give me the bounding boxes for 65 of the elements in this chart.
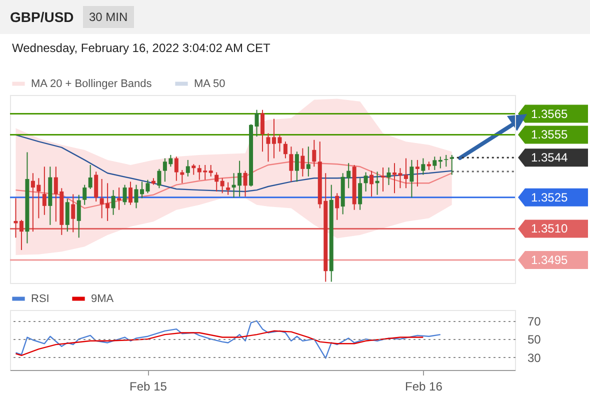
candlestick bbox=[186, 159, 190, 177]
candlestick bbox=[180, 169, 184, 184]
candlestick bbox=[335, 192, 340, 220]
y-tick-label: 70 bbox=[528, 314, 542, 328]
candlestick bbox=[157, 168, 162, 189]
candlestick bbox=[358, 178, 362, 210]
candlestick bbox=[65, 198, 70, 232]
candlestick bbox=[220, 178, 224, 194]
candlestick bbox=[82, 184, 87, 206]
candlestick bbox=[300, 148, 305, 177]
candlestick bbox=[128, 181, 133, 206]
candlestick bbox=[254, 109, 259, 138]
candlestick bbox=[404, 158, 408, 189]
candlestick bbox=[294, 151, 299, 182]
chart-subtitle: Wednesday, February 16, 2022 3:04:02 AM CET bbox=[12, 41, 270, 55]
candlestick bbox=[364, 172, 368, 192]
legend-label: 9MA bbox=[91, 292, 114, 305]
x-tick-label: Feb 15 bbox=[130, 380, 168, 394]
y-tick-label: 50 bbox=[528, 332, 542, 347]
legend-label: RSI bbox=[31, 292, 50, 305]
candlestick bbox=[283, 141, 288, 159]
candlestick bbox=[111, 190, 116, 216]
candlestick bbox=[71, 194, 76, 233]
candlestick bbox=[243, 170, 248, 198]
chart-title: GBP/USD bbox=[10, 9, 74, 25]
y-tick-label: 1.3525 bbox=[531, 190, 568, 204]
candlestick bbox=[444, 154, 448, 168]
candlestick bbox=[289, 146, 294, 182]
candlestick bbox=[312, 139, 316, 168]
y-tick-label: 30 bbox=[528, 350, 542, 365]
candlestick bbox=[94, 171, 98, 202]
candlestick bbox=[76, 194, 81, 238]
legend-label: MA 20 + Bollinger Bands bbox=[31, 78, 152, 90]
candlestick bbox=[432, 156, 437, 170]
candlestick bbox=[19, 219, 24, 250]
y-tick-label: 1.3495 bbox=[531, 253, 568, 268]
candlestick bbox=[214, 172, 219, 192]
legend-label: MA 50 bbox=[194, 78, 226, 90]
candlestick bbox=[306, 146, 310, 177]
line-series bbox=[15, 330, 424, 356]
y-tick-label: 1.3555 bbox=[531, 128, 568, 142]
candlestick bbox=[192, 164, 196, 176]
y-tick-label: 1.3510 bbox=[531, 222, 568, 236]
candlestick bbox=[226, 182, 230, 196]
candlestick bbox=[122, 184, 127, 206]
candlestick bbox=[260, 109, 264, 152]
candlestick bbox=[14, 198, 18, 238]
y-tick-label: 1.3544 bbox=[531, 150, 568, 165]
text: 30 MIN bbox=[83, 6, 134, 28]
y-tick-label: 1.3565 bbox=[531, 106, 568, 121]
candlestick bbox=[266, 132, 270, 162]
candlestick bbox=[450, 154, 454, 176]
candlestick bbox=[415, 159, 420, 187]
x-tick-label: Feb 16 bbox=[405, 380, 443, 394]
candlestick bbox=[42, 166, 46, 216]
candlestick bbox=[174, 156, 178, 182]
candlestick bbox=[410, 159, 414, 198]
candlestick bbox=[421, 158, 426, 176]
candlestick bbox=[208, 164, 213, 177]
candlestick bbox=[370, 170, 374, 198]
candlestick bbox=[88, 164, 92, 190]
line-series bbox=[15, 320, 441, 359]
candlestick bbox=[117, 187, 122, 210]
candlestick bbox=[386, 166, 391, 186]
line-series bbox=[15, 134, 452, 192]
